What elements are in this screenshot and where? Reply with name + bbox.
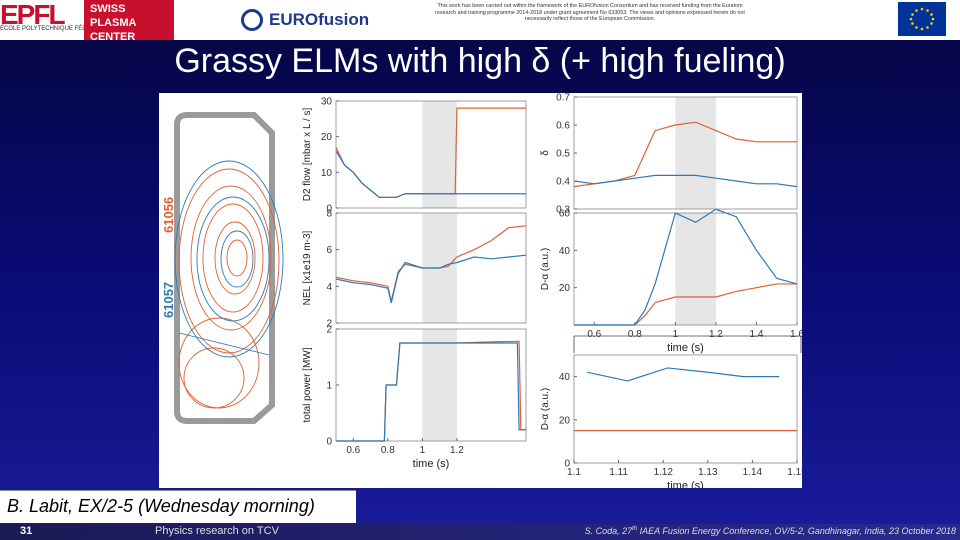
series-line-61057 bbox=[573, 174, 798, 188]
chart-axes-frame bbox=[573, 354, 798, 464]
chart-axes-frame bbox=[573, 212, 798, 326]
shaded-region bbox=[675, 213, 716, 325]
x-tick-label: 1.2 bbox=[709, 329, 723, 340]
series-line-61057 bbox=[574, 208, 798, 326]
y-tick-label: 20 bbox=[321, 132, 333, 143]
x-axis-label: time (s) bbox=[667, 480, 704, 488]
series-line-61057 bbox=[336, 342, 526, 442]
series-line-61057 bbox=[335, 254, 527, 303]
y-axis-label: D-α (a.u.) bbox=[540, 248, 551, 290]
y-tick-label: 0.5 bbox=[556, 149, 570, 160]
y-axis-label: D-α (a.u.) bbox=[540, 388, 551, 430]
y-axis-label: total power [MW] bbox=[302, 347, 313, 422]
y-tick-label: 60 bbox=[559, 209, 571, 220]
y-axis-label: δ bbox=[540, 150, 551, 156]
x-tick-label: 1.12 bbox=[653, 467, 673, 478]
vessel-wall bbox=[174, 112, 275, 424]
y-tick-label: 0.4 bbox=[556, 177, 570, 188]
y-tick-label: 6 bbox=[326, 245, 332, 256]
eurofusion-logo: EUROfusion bbox=[225, 6, 421, 34]
x-tick-label: 0.8 bbox=[381, 445, 395, 456]
equilibrium-shot-label: 61056 bbox=[161, 197, 176, 233]
footer-citation: S. Coda, 27th IAEA Fusion Energy Confere… bbox=[584, 526, 956, 536]
y-tick-label: 0.3 bbox=[556, 205, 570, 216]
y-tick-label: 0 bbox=[564, 459, 570, 470]
footer-bar: 31 Physics research on TCV S. Coda, 27th… bbox=[0, 524, 960, 540]
x-tick-label: 0.8 bbox=[628, 329, 642, 340]
x-tick-label: 1.14 bbox=[743, 467, 763, 478]
epfl-logo: EPFL ÉCOLE POLYTECHNIQUE FÉDÉRALE DE LAU… bbox=[0, 0, 151, 32]
x-tick-label: 1.2 bbox=[450, 445, 464, 456]
series-line-61057 bbox=[587, 367, 780, 382]
eu-flag-icon bbox=[898, 2, 946, 36]
x-tick-label: 1.15 bbox=[787, 467, 802, 478]
y-tick-label: 40 bbox=[559, 372, 571, 383]
eurofusion-icon bbox=[241, 9, 263, 31]
series-line-61056 bbox=[574, 283, 797, 326]
x-tick-label: 0.6 bbox=[346, 445, 360, 456]
shaded-region bbox=[675, 97, 716, 209]
chart-axes-frame bbox=[335, 212, 527, 324]
equilibrium-shot-label: 61057 bbox=[161, 282, 176, 318]
footer-center-text: Physics research on TCV bbox=[155, 525, 279, 537]
y-tick-label: 2 bbox=[326, 325, 332, 336]
y-tick-label: 0.6 bbox=[556, 121, 570, 132]
y-tick-label: 4 bbox=[326, 282, 332, 293]
y-axis-label: NEL [x1e19 m-3] bbox=[302, 230, 313, 305]
y-tick-label: 40 bbox=[559, 246, 571, 257]
y-tick-label: 8 bbox=[326, 209, 332, 220]
y-tick-label: 10 bbox=[321, 168, 333, 179]
y-tick-label: 0 bbox=[326, 204, 332, 215]
y-tick-label: 0 bbox=[326, 437, 332, 448]
shaded-region bbox=[422, 101, 457, 208]
x-tick-label: 1.6 bbox=[790, 329, 802, 340]
y-tick-label: 30 bbox=[321, 97, 333, 108]
shaded-region bbox=[422, 329, 457, 441]
header-bar: EPFL ÉCOLE POLYTECHNIQUE FÉDÉRALE DE LAU… bbox=[0, 0, 960, 43]
x-tick-label: 1.11 bbox=[609, 467, 628, 478]
y-tick-label: 1 bbox=[326, 381, 332, 392]
y-tick-label: 20 bbox=[559, 283, 571, 294]
funding-disclaimer: This work has been carried out within th… bbox=[435, 3, 745, 23]
y-tick-label: 20 bbox=[559, 415, 571, 426]
x-tick-label: 1.1 bbox=[567, 467, 581, 478]
x-axis-label: time (s) bbox=[667, 342, 704, 354]
figure-panel: 61056 61057 0 10 20 30 D2 flow [mbar x L / s… bbox=[159, 93, 807, 493]
y-tick-label: 2 bbox=[326, 319, 332, 330]
slide-number: 31 bbox=[20, 525, 33, 537]
caption-reference: B. Labit, EX/2-5 (Wednesday morning) bbox=[0, 490, 356, 523]
series-line-61057 bbox=[335, 150, 526, 198]
x-tick-label: 0.6 bbox=[587, 329, 601, 340]
x-tick-label: 1 bbox=[673, 329, 679, 340]
flux-surfaces-61056 bbox=[178, 168, 280, 409]
slide-title: Grassy ELMs with high δ (+ high fueling) bbox=[174, 42, 786, 80]
swiss-plasma-center-logo: SWISS PLASMA CENTER bbox=[84, 0, 174, 43]
flux-surfaces-61057 bbox=[174, 160, 284, 358]
y-axis-label: D2 flow [mbar x L / s] bbox=[302, 108, 313, 202]
chart-axes-frame bbox=[335, 100, 527, 209]
x-axis-label: time (s) bbox=[413, 458, 450, 470]
x-tick-label: 1.13 bbox=[698, 467, 718, 478]
x-tick-label: 1 bbox=[420, 445, 426, 456]
y-tick-label: 0.7 bbox=[556, 93, 570, 104]
x-tick-label: 1.4 bbox=[750, 329, 764, 340]
equilibrium-plot: 61056 61057 bbox=[161, 101, 289, 424]
